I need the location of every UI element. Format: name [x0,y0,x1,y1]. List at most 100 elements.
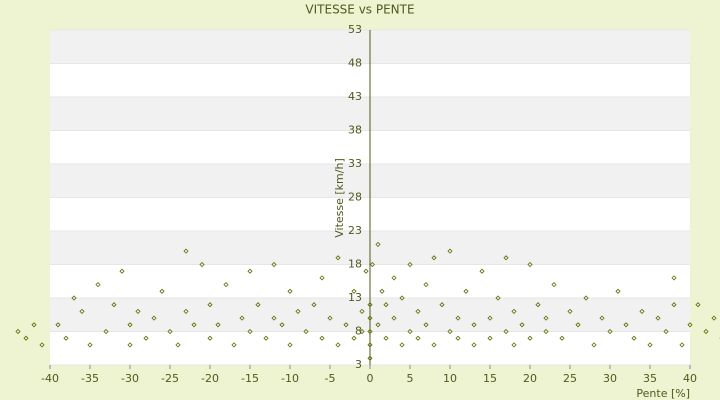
point [631,335,637,341]
point [87,342,93,348]
point [431,342,437,348]
point [519,322,525,328]
point [191,322,197,328]
point [319,275,325,281]
point [567,308,573,314]
point [263,335,269,341]
point [415,308,421,314]
point [487,335,493,341]
point [407,328,413,335]
point [367,328,373,335]
x-tick-label: 10 [443,372,457,385]
point [367,302,373,308]
y-axis-label: Vitesse [km/h] [333,158,346,238]
point [143,335,149,341]
point [31,322,37,328]
point [527,261,533,268]
point [543,328,549,335]
point [239,315,245,321]
point [383,335,389,341]
y-tick-label: 43 [348,90,362,103]
point [511,308,517,314]
point [535,302,541,308]
point [319,335,325,341]
x-tick-label: 30 [603,372,617,385]
point [647,342,653,348]
x-tick-label: 15 [483,372,497,385]
point [543,315,549,321]
point [679,342,685,348]
point [455,335,461,341]
point [503,255,509,261]
point [415,335,421,341]
point [207,335,213,341]
point [119,268,125,274]
y-tick-label: 3 [355,358,362,371]
x-tick-label: 40 [683,372,697,385]
point [287,288,293,294]
x-tick-label: 35 [643,372,657,385]
point [15,328,21,335]
point [367,342,373,348]
point [687,322,693,328]
point [655,315,661,321]
point [375,322,381,328]
point [463,288,469,294]
point [455,315,461,321]
point [39,342,45,348]
point [335,255,341,261]
point [287,342,293,348]
x-tick-label: -35 [81,372,99,385]
point [55,322,61,328]
point [303,328,309,335]
point [79,308,85,314]
point [391,275,397,281]
point [271,315,277,321]
point [559,335,565,341]
point [135,308,141,314]
x-tick-label: -20 [201,372,219,385]
point [583,295,589,301]
point [367,315,373,321]
x-tick-label: -40 [41,372,59,385]
point [71,295,77,301]
point [471,322,477,328]
point [447,248,453,254]
point [363,268,369,274]
x-tick-label: -5 [325,372,336,385]
point [159,288,165,294]
point [343,322,349,328]
point [95,282,101,288]
point [175,342,181,348]
chart-title: VITESSE vs PENTE [305,3,414,17]
point [127,342,133,348]
point [247,328,253,335]
point [479,268,485,274]
x-axis-label: Pente [%] [636,387,690,400]
point [231,342,237,348]
x-tick-label: -30 [121,372,139,385]
point [167,328,173,335]
x-tick-label: 25 [563,372,577,385]
point [527,335,533,341]
point [623,322,629,328]
point [711,315,717,321]
point [23,335,29,341]
x-tick-label: -25 [161,372,179,385]
point [599,315,605,321]
point [367,355,373,361]
point [399,342,405,348]
y-tick-label: 13 [348,291,362,304]
point [447,328,453,335]
x-tick-label: 0 [367,372,374,385]
point [351,335,357,341]
point [439,302,445,308]
point [151,315,157,321]
point [503,328,509,335]
point [335,342,341,348]
point [671,302,677,308]
point [431,255,437,261]
x-tick-label: -10 [281,372,299,385]
point [351,288,357,294]
x-tick-label: 5 [407,372,414,385]
